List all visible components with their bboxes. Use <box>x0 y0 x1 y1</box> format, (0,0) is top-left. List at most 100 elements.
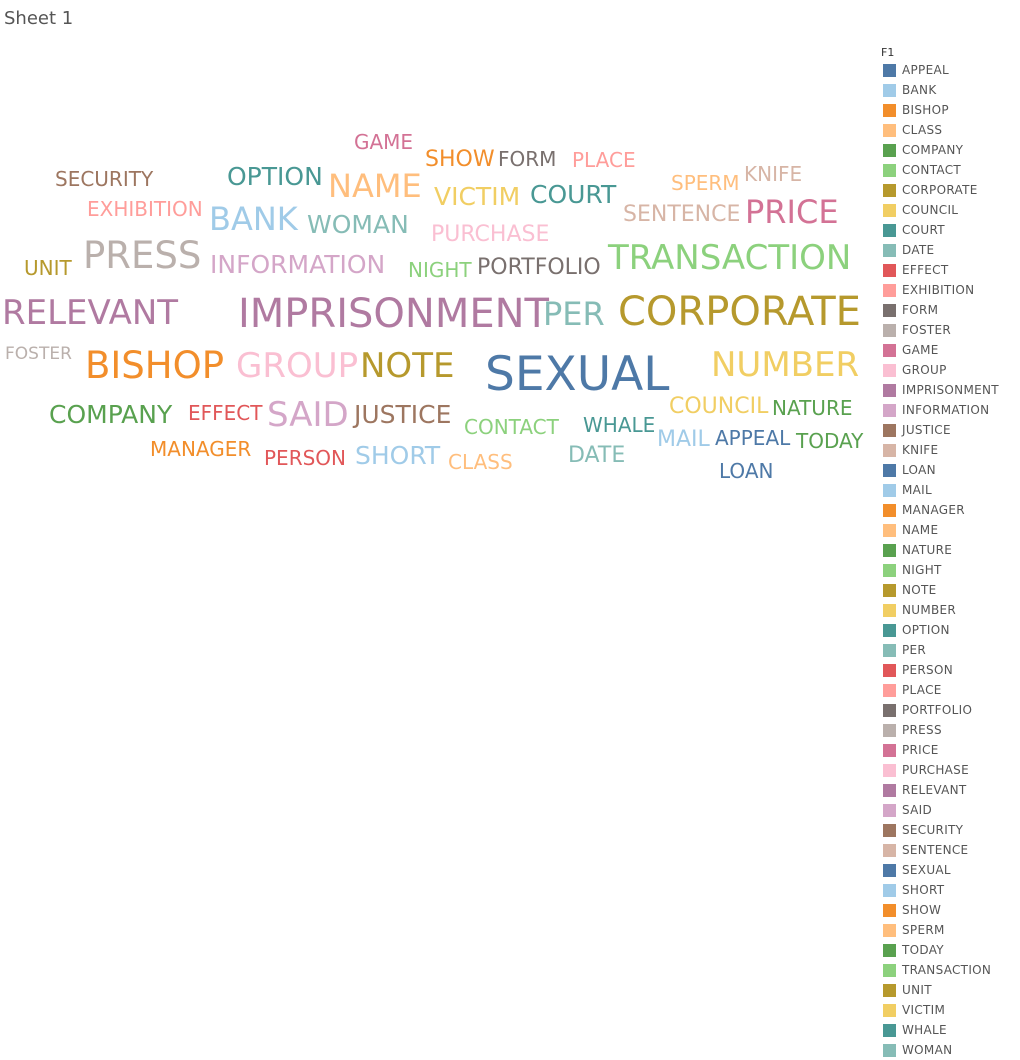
legend-label: WHALE <box>902 1023 947 1037</box>
legend-item[interactable]: WOMAN <box>881 1040 1016 1060</box>
legend-item[interactable]: MANAGER <box>881 500 1016 520</box>
legend-item[interactable]: NATURE <box>881 540 1016 560</box>
legend-item[interactable]: EFFECT <box>881 260 1016 280</box>
legend-item[interactable]: TRANSACTION <box>881 960 1016 980</box>
word-sperm: SPERM <box>671 171 740 195</box>
legend-item[interactable]: BANK <box>881 80 1016 100</box>
legend-label: FOSTER <box>902 323 952 337</box>
legend-label: KNIFE <box>902 443 939 457</box>
legend-item[interactable]: COURT <box>881 220 1016 240</box>
legend-swatch <box>883 923 896 937</box>
legend-label: PERSON <box>902 663 953 677</box>
legend-item[interactable]: PORTFOLIO <box>881 700 1016 720</box>
legend-item[interactable]: TODAY <box>881 940 1016 960</box>
legend-item[interactable]: SPERM <box>881 920 1016 940</box>
legend-item[interactable]: MAIL <box>881 480 1016 500</box>
legend-item[interactable]: GROUP <box>881 360 1016 380</box>
legend-label: GROUP <box>902 363 947 377</box>
legend-item[interactable]: WHALE <box>881 1020 1016 1040</box>
word-game: GAME <box>354 130 414 154</box>
legend-item[interactable]: GAME <box>881 340 1016 360</box>
word-portfolio: PORTFOLIO <box>477 255 601 280</box>
legend-label: NUMBER <box>902 603 957 617</box>
word-option: OPTION <box>227 162 323 191</box>
word-price: PRICE <box>745 193 839 231</box>
legend-item[interactable]: SAID <box>881 800 1016 820</box>
legend-item[interactable]: SHOW <box>881 900 1016 920</box>
legend-item[interactable]: RELEVANT <box>881 780 1016 800</box>
legend-label: JUSTICE <box>902 423 951 437</box>
legend-swatch <box>883 763 896 777</box>
legend-swatch <box>883 903 896 917</box>
legend-item[interactable]: COUNCIL <box>881 200 1016 220</box>
legend-swatch <box>883 523 896 537</box>
legend-item[interactable]: UNIT <box>881 980 1016 1000</box>
legend-item[interactable]: VICTIM <box>881 1000 1016 1020</box>
legend-item[interactable]: PLACE <box>881 680 1016 700</box>
word-mail: MAIL <box>657 427 710 452</box>
word-relevant: RELEVANT <box>2 293 179 333</box>
legend-label: CLASS <box>902 123 943 137</box>
word-night: NIGHT <box>408 258 472 282</box>
legend-item[interactable]: APPEAL <box>881 60 1016 80</box>
legend-item[interactable]: CLASS <box>881 120 1016 140</box>
legend-item[interactable]: IMPRISONMENT <box>881 380 1016 400</box>
legend-item[interactable]: NUMBER <box>881 600 1016 620</box>
legend-item[interactable]: PURCHASE <box>881 760 1016 780</box>
legend-item[interactable]: CORPORATE <box>881 180 1016 200</box>
legend-swatch <box>883 463 896 477</box>
legend-label: FORM <box>902 303 939 317</box>
legend-label: VICTIM <box>902 1003 946 1017</box>
legend-swatch <box>883 283 896 297</box>
word-said: SAID <box>267 395 349 435</box>
legend-item[interactable]: JUSTICE <box>881 420 1016 440</box>
legend-label: COMPANY <box>902 143 964 157</box>
legend-label: CORPORATE <box>902 183 978 197</box>
legend-item[interactable]: CONTACT <box>881 160 1016 180</box>
legend-label: SENTENCE <box>902 843 969 857</box>
legend-swatch <box>883 943 896 957</box>
legend-label: UNIT <box>902 983 932 997</box>
legend-item[interactable]: NOTE <box>881 580 1016 600</box>
word-justice: JUSTICE <box>354 400 452 429</box>
legend-item[interactable]: PRESS <box>881 720 1016 740</box>
legend-item[interactable]: EXHIBITION <box>881 280 1016 300</box>
legend-label: NOTE <box>902 583 937 597</box>
legend-label: PER <box>902 643 927 657</box>
word-woman: WOMAN <box>307 210 409 239</box>
word-whale: WHALE <box>583 413 656 437</box>
legend-item[interactable]: FOSTER <box>881 320 1016 340</box>
word-name: NAME <box>328 167 422 205</box>
word-imprisonment: IMPRISONMENT <box>238 291 549 337</box>
word-contact: CONTACT <box>464 415 559 439</box>
legend-item[interactable]: KNIFE <box>881 440 1016 460</box>
legend-item[interactable]: DATE <box>881 240 1016 260</box>
legend-item[interactable]: PER <box>881 640 1016 660</box>
word-cloud: APPEAL BANK BISHOP CLASS COMPANY CONTACT CORPO… <box>2 130 863 481</box>
legend-item[interactable]: SECURITY <box>881 820 1016 840</box>
legend-swatch <box>883 263 896 277</box>
legend-swatch <box>883 963 896 977</box>
legend-item[interactable]: NAME <box>881 520 1016 540</box>
legend-item[interactable]: INFORMATION <box>881 400 1016 420</box>
legend-item[interactable]: OPTION <box>881 620 1016 640</box>
legend-item[interactable]: PERSON <box>881 660 1016 680</box>
legend-item[interactable]: LOAN <box>881 460 1016 480</box>
legend-item[interactable]: PRICE <box>881 740 1016 760</box>
legend-item[interactable]: FORM <box>881 300 1016 320</box>
legend-label: CONTACT <box>902 163 962 177</box>
legend-item[interactable]: NIGHT <box>881 560 1016 580</box>
legend-swatch <box>883 243 896 257</box>
legend-swatch <box>883 63 896 77</box>
word-manager: MANAGER <box>150 437 252 461</box>
legend-item[interactable]: SEXUAL <box>881 860 1016 880</box>
legend-swatch <box>883 203 896 217</box>
legend-swatch <box>883 363 896 377</box>
legend-item[interactable]: BISHOP <box>881 100 1016 120</box>
word-effect: EFFECT <box>188 401 263 425</box>
legend-item[interactable]: SENTENCE <box>881 840 1016 860</box>
legend-item[interactable]: COMPANY <box>881 140 1016 160</box>
legend-item[interactable]: SHORT <box>881 880 1016 900</box>
legend-swatch <box>883 663 896 677</box>
legend-swatch <box>883 223 896 237</box>
